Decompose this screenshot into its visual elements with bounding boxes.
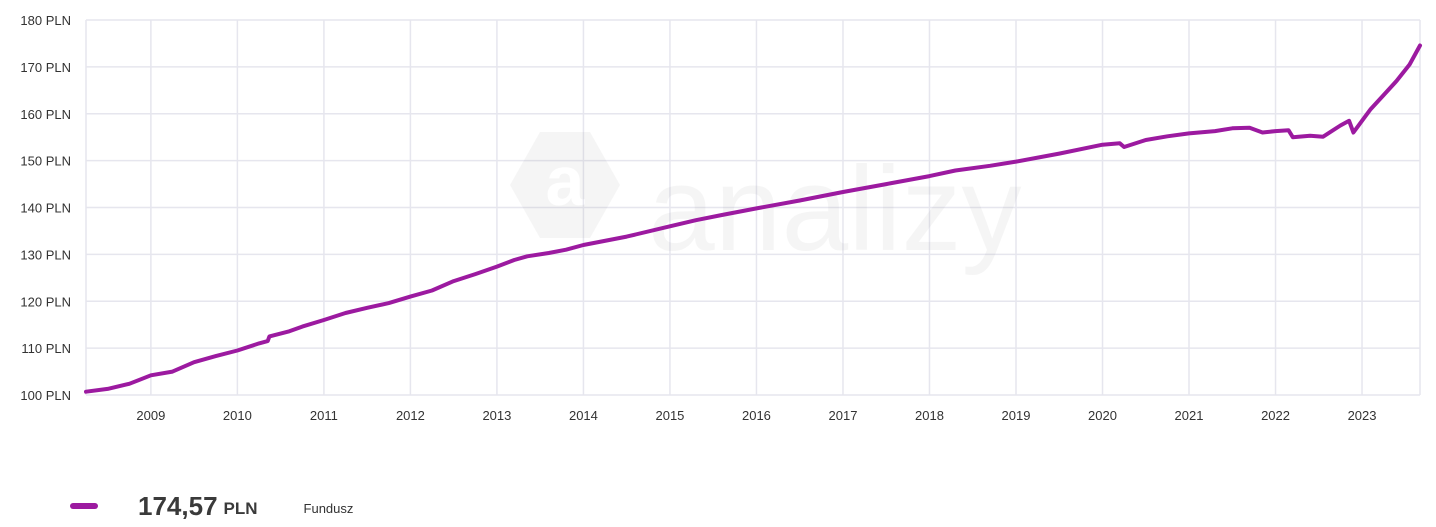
x-tick-label: 2011	[310, 408, 338, 423]
x-tick-label: 2022	[1261, 408, 1290, 423]
chart-grid	[85, 19, 1421, 396]
x-tick-label: 2021	[1175, 408, 1204, 423]
legend-swatch	[70, 503, 98, 509]
x-tick-label: 2023	[1348, 408, 1377, 423]
watermark-letter-a: a	[546, 142, 586, 220]
x-tick-label: 2018	[915, 408, 944, 423]
x-tick-label: 2016	[742, 408, 771, 423]
y-axis-labels: 100 PLN 110 PLN 120 PLN 130 PLN 140 PLN 150 P…	[20, 13, 71, 403]
x-tick-label: 2012	[396, 408, 425, 423]
legend-unit: PLN	[223, 499, 258, 518]
x-tick-label: 2017	[829, 408, 858, 423]
y-tick-label: 160 PLN	[20, 107, 71, 122]
watermark-text: analizy	[648, 142, 1022, 276]
analizy-watermark: a analizy	[510, 132, 1022, 276]
legend-series-name: Fundusz	[303, 500, 354, 516]
y-tick-label: 110 PLN	[21, 341, 71, 356]
x-tick-label: 2020	[1088, 408, 1117, 423]
y-tick-label: 180 PLN	[20, 13, 71, 28]
watermark-hexagon-icon	[510, 132, 620, 238]
x-tick-label: 2019	[1002, 408, 1031, 423]
fund-price-chart: a analizy 100 PLN 110 PLN 120 PLN 130 PLN 14…	[20, 13, 1422, 423]
x-tick-label: 2010	[223, 408, 252, 423]
x-tick-label: 2014	[569, 408, 598, 423]
x-axis-labels: 2009 2010 2011 2012 2013 2014 2015 2016 2017 2018…	[136, 408, 1376, 423]
legend: 174,57 PLN Fundusz	[70, 488, 353, 524]
y-tick-label: 150 PLN	[20, 154, 71, 169]
series-line-fundusz	[84, 43, 1422, 394]
legend-last-value: 174,57	[138, 490, 218, 521]
x-tick-label: 2009	[136, 408, 165, 423]
x-tick-label: 2015	[655, 408, 684, 423]
y-tick-label: 100 PLN	[20, 388, 71, 403]
x-tick-label: 2013	[482, 408, 511, 423]
y-tick-label: 120 PLN	[20, 294, 71, 309]
y-tick-label: 170 PLN	[20, 60, 71, 75]
y-tick-label: 140 PLN	[20, 201, 71, 216]
y-tick-label: 130 PLN	[20, 247, 71, 262]
